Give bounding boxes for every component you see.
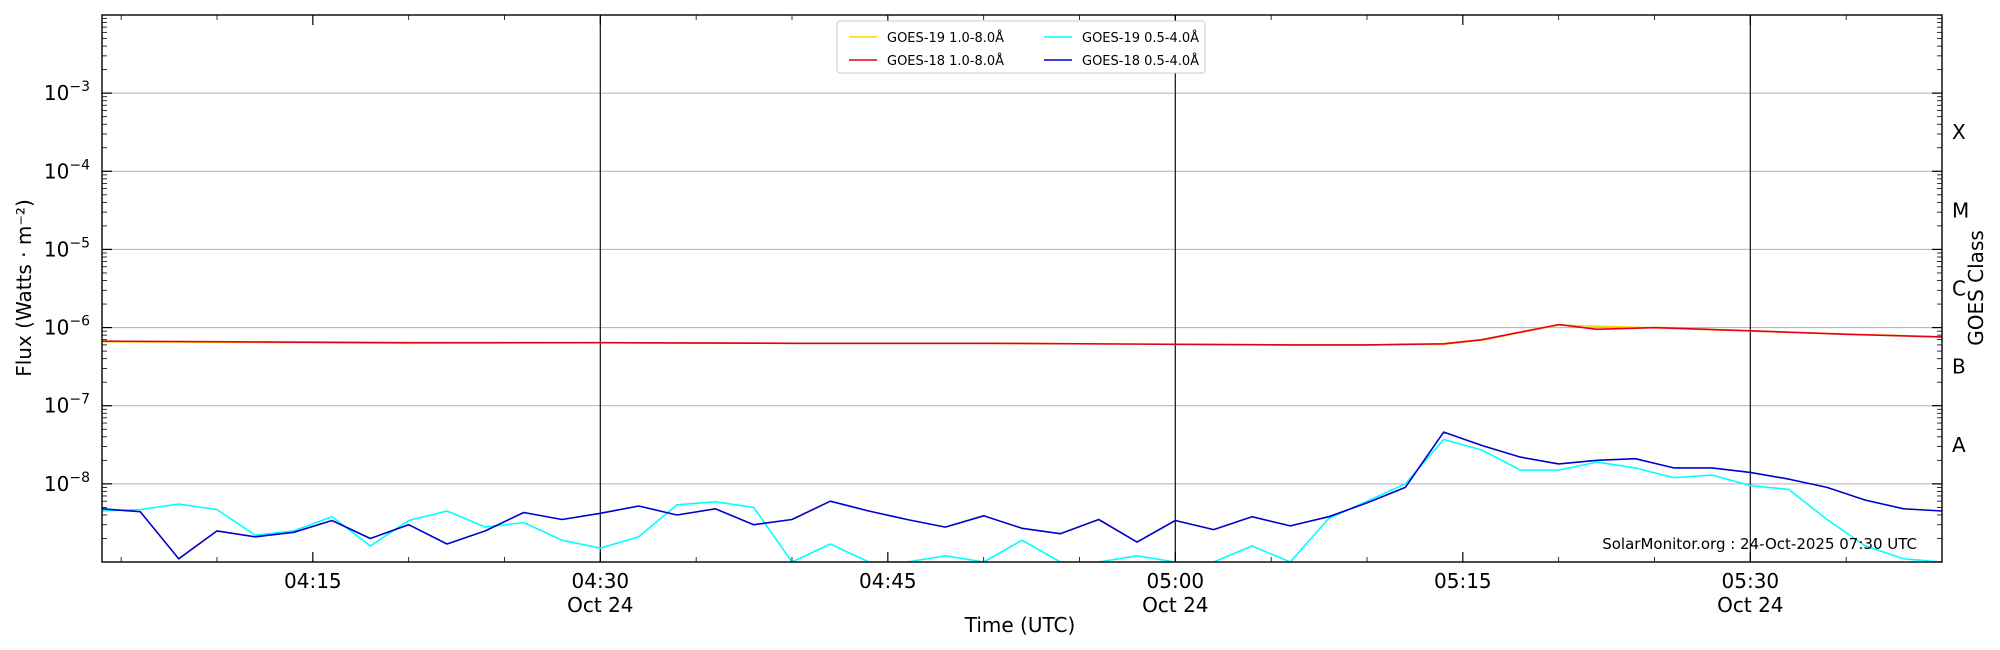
goes-class-label-X: X bbox=[1952, 120, 1966, 144]
legend-label-0: GOES-19 1.0-8.0Å bbox=[887, 30, 1004, 46]
x-tick-date-label-3: Oct 24 bbox=[1142, 593, 1208, 617]
x-tick-label-4: 05:15 bbox=[1434, 569, 1492, 593]
vertical-lines-layer bbox=[599, 15, 1751, 562]
series-line-3 bbox=[102, 431, 1942, 560]
x-tick-date-label-1: Oct 24 bbox=[567, 593, 633, 617]
series-line-1 bbox=[102, 323, 1942, 346]
plot-frame bbox=[101, 14, 1943, 563]
x-axis-title: Time (UTC) bbox=[964, 613, 1076, 637]
legend-label-1: GOES-18 1.0-8.0Å bbox=[887, 53, 1004, 69]
x-tick-date-label-5: Oct 24 bbox=[1717, 593, 1783, 617]
goes-class-axis: X M C B A bbox=[1952, 120, 1969, 457]
legend-box bbox=[836, 20, 1206, 74]
y-axis-title: Flux (Watts · m⁻²) bbox=[12, 199, 36, 377]
goes-class-label-M: M bbox=[1952, 198, 1969, 222]
x-tick-label-0: 04:15 bbox=[284, 569, 342, 593]
goes-class-axis-title: GOES Class bbox=[1964, 230, 1988, 346]
x-tick-label-1: 04:30 bbox=[572, 569, 630, 593]
series-line-2 bbox=[102, 438, 1942, 562]
legend-label-3: GOES-18 0.5-4.0Å bbox=[1082, 53, 1199, 69]
grid-layer bbox=[102, 92, 1942, 485]
goes-class-label-B: B bbox=[1952, 355, 1966, 379]
legend: GOES-19 1.0-8.0Å GOES-19 0.5-4.0Å GOES-18 … bbox=[836, 20, 1206, 74]
footer-credit: SolarMonitor.org : 24-Oct-2025 07:30 UTC bbox=[1602, 535, 1917, 553]
goes-class-label-A: A bbox=[1952, 433, 1966, 457]
legend-label-2: GOES-19 0.5-4.0Å bbox=[1082, 30, 1199, 46]
y-tick-label-2: 10−5 bbox=[44, 235, 90, 261]
x-tick-label-5: 05:30 bbox=[1722, 569, 1780, 593]
series-layer bbox=[102, 323, 1942, 562]
x-tick-label-3: 05:00 bbox=[1147, 569, 1205, 593]
x-tick-label-2: 04:45 bbox=[859, 569, 917, 593]
goes-class-label-C: C bbox=[1952, 277, 1966, 301]
